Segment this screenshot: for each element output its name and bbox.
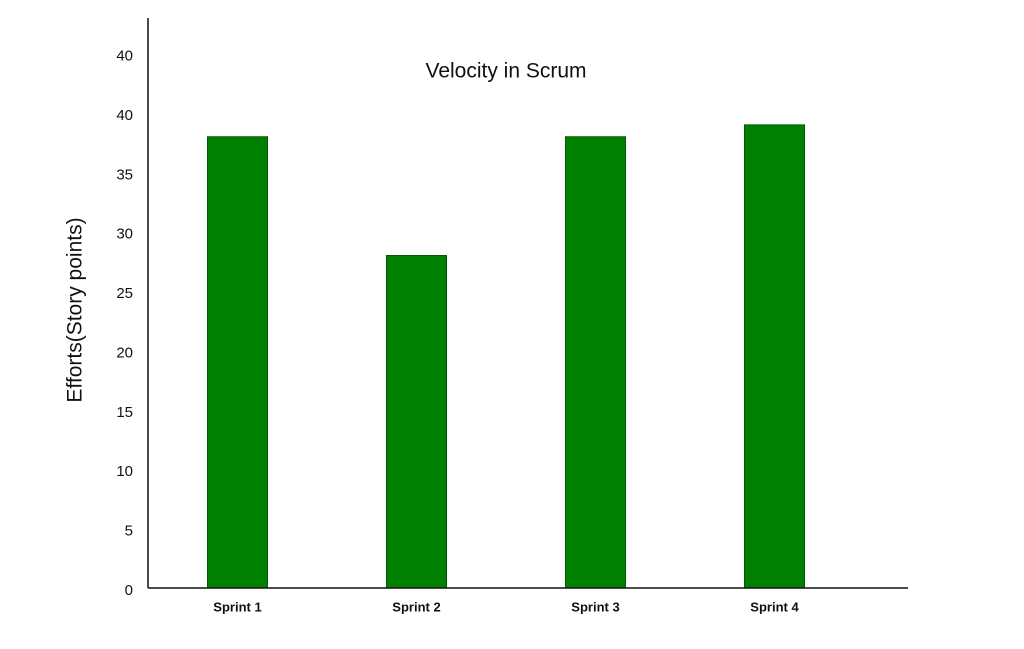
y-tick-label: 30 xyxy=(116,226,133,243)
y-tick-label: 0 xyxy=(125,582,133,599)
y-tick-label: 15 xyxy=(116,404,133,421)
y-tick-label: 20 xyxy=(116,344,133,361)
chart-title: Velocity in Scrum xyxy=(425,60,586,83)
y-tick-label: 35 xyxy=(116,166,133,183)
x-tick-label: Sprint 3 xyxy=(571,599,619,614)
x-tick-label: Sprint 4 xyxy=(750,599,799,614)
bar xyxy=(207,136,268,589)
bar xyxy=(744,124,805,589)
y-tick-label: 40 xyxy=(116,107,133,124)
y-tick-label: 40 xyxy=(116,48,133,65)
bar xyxy=(386,255,447,589)
y-tick-label: 5 xyxy=(125,523,133,540)
y-tick-label: 25 xyxy=(116,285,133,302)
x-tick-label: Sprint 2 xyxy=(392,599,440,614)
bar xyxy=(565,136,626,589)
y-tick-label: 10 xyxy=(116,463,133,480)
x-tick-label: Sprint 1 xyxy=(213,599,261,614)
y-axis-label: Efforts(Story points) xyxy=(64,217,87,402)
